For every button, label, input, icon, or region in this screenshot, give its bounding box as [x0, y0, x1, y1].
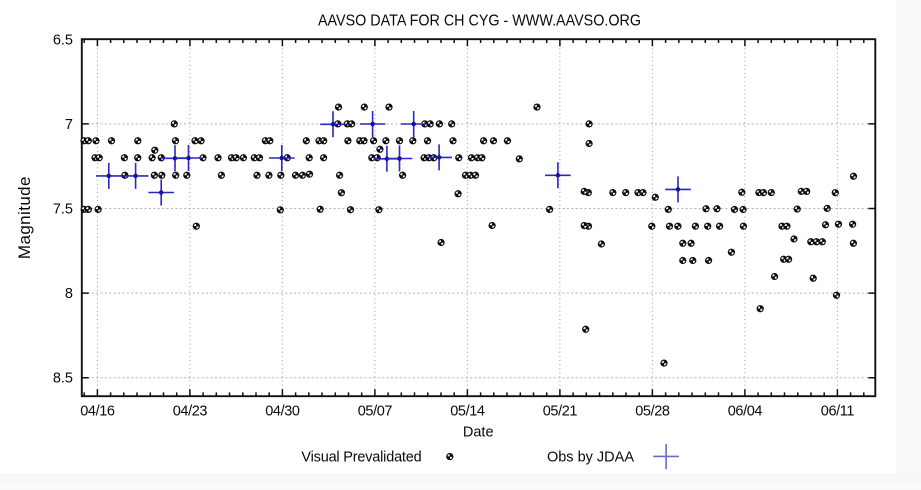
svg-text:7.5: 7.5 — [53, 202, 73, 218]
svg-text:04/16: 04/16 — [80, 404, 115, 420]
svg-text:Magnitude: Magnitude — [15, 176, 34, 259]
svg-text:8: 8 — [65, 286, 73, 302]
svg-text:8.5: 8.5 — [53, 371, 73, 387]
svg-text:04/23: 04/23 — [173, 404, 208, 420]
svg-text:05/28: 05/28 — [635, 404, 670, 420]
svg-text:06/04: 06/04 — [728, 404, 763, 420]
svg-text:05/21: 05/21 — [543, 404, 578, 420]
svg-text:Obs by JDAA: Obs by JDAA — [547, 449, 634, 465]
svg-text:04/30: 04/30 — [265, 404, 300, 420]
svg-text:6.5: 6.5 — [53, 32, 73, 48]
svg-text:05/14: 05/14 — [450, 404, 485, 420]
svg-text:AAVSO DATA FOR CH CYG - WWW.AA: AAVSO DATA FOR CH CYG - WWW.AAVSO.ORG — [318, 13, 641, 30]
svg-text:7: 7 — [65, 117, 73, 133]
svg-text:Date: Date — [463, 425, 494, 441]
svg-text:06/11: 06/11 — [821, 404, 855, 420]
svg-text:Visual Prevalidated: Visual Prevalidated — [301, 449, 421, 465]
svg-text:05/07: 05/07 — [358, 404, 393, 420]
